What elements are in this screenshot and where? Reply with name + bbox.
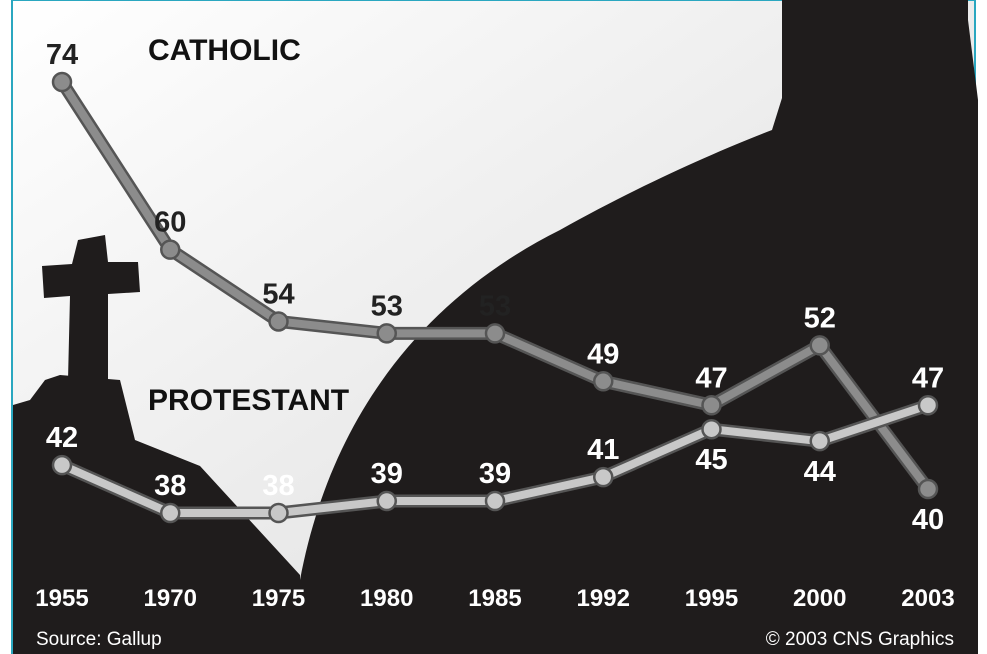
data-label: 38: [262, 470, 294, 502]
source: Source: Gallup: [36, 629, 162, 650]
point: [378, 492, 396, 510]
data-label: 53: [371, 290, 403, 322]
point: [703, 420, 721, 438]
data-label: 60: [154, 207, 186, 239]
data-label: 39: [371, 458, 403, 490]
point: [919, 396, 937, 414]
chart: CATHOLIC PROTESTANT 1955 1970 1975 1980 1985…: [0, 0, 987, 654]
point: [53, 73, 71, 91]
point: [378, 324, 396, 342]
point: [594, 468, 612, 486]
x-tick-label: 1992: [577, 585, 630, 612]
point: [594, 372, 612, 390]
data-label: 52: [804, 302, 836, 334]
credit: © 2003 CNS Graphics: [766, 629, 954, 650]
data-label: 44: [804, 456, 836, 488]
series-label: PROTESTANT: [148, 384, 349, 417]
point: [486, 492, 504, 510]
data-label: 38: [154, 470, 186, 502]
data-label: 47: [912, 362, 944, 394]
x-tick-label: 2000: [793, 585, 846, 612]
data-label: 54: [262, 278, 294, 310]
data-label: 45: [695, 444, 727, 476]
series-label: CATHOLIC: [148, 34, 301, 67]
x-tick-label: 1980: [360, 585, 413, 612]
x-tick-label: 1985: [468, 585, 521, 612]
x-tick-label: 1955: [35, 585, 88, 612]
point: [270, 504, 288, 522]
point: [919, 480, 937, 498]
x-tick-label: 1995: [685, 585, 738, 612]
data-label: 47: [695, 362, 727, 394]
x-tick-label: 1970: [144, 585, 197, 612]
point: [486, 324, 504, 342]
point: [811, 432, 829, 450]
data-label: 41: [587, 434, 619, 466]
data-label: 74: [46, 39, 78, 71]
data-label: 49: [587, 338, 619, 370]
x-tick-label: 1975: [252, 585, 305, 612]
point: [703, 396, 721, 414]
x-tick-label: 2003: [901, 585, 954, 612]
point: [161, 504, 179, 522]
data-label: 42: [46, 422, 78, 454]
point: [270, 312, 288, 330]
data-label: 53: [479, 290, 511, 322]
data-label: 39: [479, 458, 511, 490]
point: [161, 241, 179, 259]
point: [811, 336, 829, 354]
data-label: 40: [912, 504, 944, 536]
point: [53, 456, 71, 474]
